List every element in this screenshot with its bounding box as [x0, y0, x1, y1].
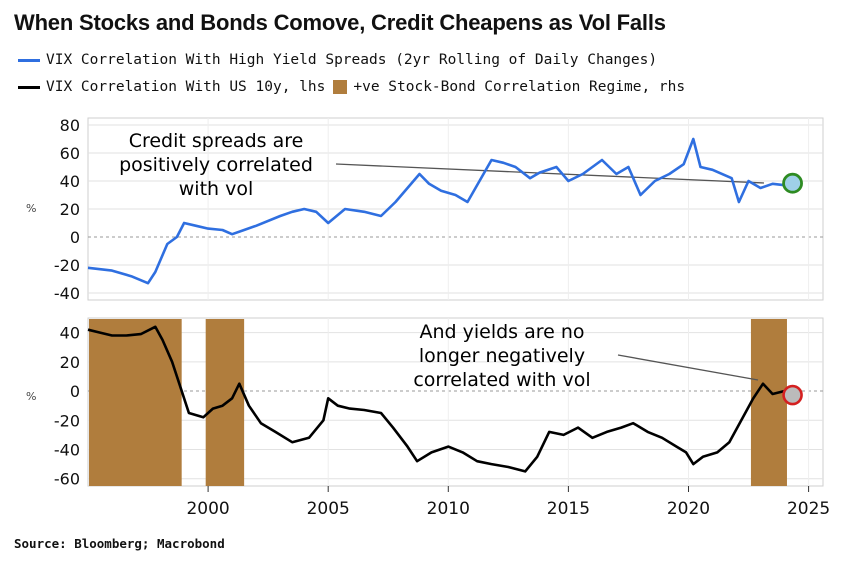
x-axis: 2000 2005 2010 2015 2020 2025 [186, 486, 830, 519]
top-annotation-line-3: with vol [179, 178, 254, 200]
top-y-tick-label: -40 [54, 284, 80, 303]
legend-row-us10: VIX Correlation With US 10y, lhs +ve Sto… [18, 79, 685, 95]
bottom-y-tick-label: -40 [54, 440, 80, 459]
legend-label-regime: +ve Stock-Bond Correlation Regime, rhs [353, 79, 686, 95]
chart-title: When Stocks and Bonds Comove, Credit Che… [14, 10, 666, 35]
top-annotation-line-2: positively correlated [119, 154, 313, 176]
top-annotation-arrow [335, 163, 765, 184]
top-y-tick-label: 0 [70, 228, 80, 247]
legend-swatch-regime [333, 80, 348, 94]
legend-label-hy: VIX Correlation With High Yield Spreads … [46, 52, 658, 68]
legend-swatch-us10 [18, 85, 40, 89]
bottom-annotation-line-3: correlated with vol [413, 369, 590, 391]
source-note: Source: Bloomberg; Macrobond [14, 536, 225, 551]
bottom-y-tick-label: 40 [60, 324, 80, 343]
bottom-unit-label: % [26, 390, 36, 403]
bottom-y-tick-label: 0 [70, 382, 80, 401]
bottom-y-axis: -60 -40 -20 0 20 40 [54, 324, 80, 489]
bottom-panel-frame [87, 317, 824, 487]
series-line-hy [87, 137, 785, 285]
hy-end-marker [782, 172, 803, 194]
top-y-tick-label: 40 [60, 172, 80, 191]
x-tick-label: 2000 [186, 499, 229, 519]
bottom-y-tick-label: 20 [60, 353, 80, 372]
top-y-tick-label: 60 [60, 144, 80, 163]
x-tick-label: 2020 [667, 499, 710, 519]
top-y-tick-label: -20 [54, 256, 80, 275]
top-unit-label: % [26, 202, 36, 215]
top-y-axis: -40 -20 0 20 40 60 80 [54, 116, 80, 303]
bottom-gridlines [88, 318, 823, 486]
top-annotation-line-1: Credit spreads are [129, 130, 304, 152]
top-y-tick-label: 80 [60, 116, 80, 135]
legend-label-us10: VIX Correlation With US 10y, lhs [46, 79, 326, 95]
us10-end-marker [782, 384, 803, 406]
legend-swatch-hy [18, 58, 40, 62]
legend-row-hy: VIX Correlation With High Yield Spreads … [18, 52, 657, 68]
x-tick-label: 2010 [427, 499, 470, 519]
regime-bar-2 [750, 319, 787, 486]
bottom-annotation-line-2: longer negatively [419, 345, 585, 367]
x-tick-label: 2025 [787, 499, 830, 519]
x-tick-label: 2005 [307, 499, 350, 519]
bottom-y-tick-label: -60 [54, 470, 80, 489]
bottom-annotation-arrow [617, 354, 759, 381]
bottom-annotation-line-1: And yields are no [419, 321, 584, 343]
x-tick-label: 2015 [547, 499, 590, 519]
series-line-us10 [87, 325, 785, 473]
top-y-tick-label: 20 [60, 200, 80, 219]
regime-bar-0 [89, 319, 182, 486]
bottom-y-tick-label: -20 [54, 411, 80, 430]
